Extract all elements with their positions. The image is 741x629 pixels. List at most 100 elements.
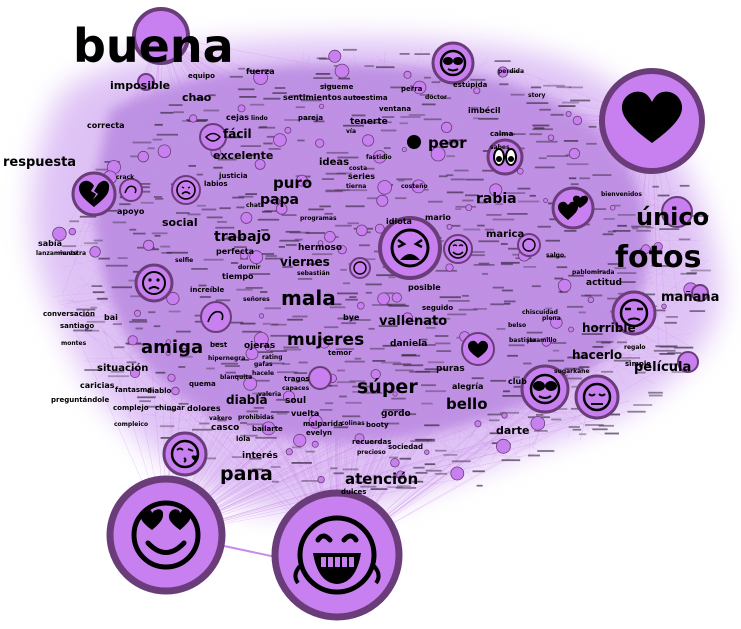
relieved-face-icon — [582, 382, 612, 412]
small-node — [495, 438, 511, 454]
illegible-label-mark — [503, 390, 510, 393]
small-node — [565, 111, 572, 118]
edge — [258, 351, 544, 414]
illegible-label-mark — [363, 258, 376, 261]
small-node — [661, 303, 667, 309]
illegible-label-mark — [607, 297, 621, 300]
illegible-label-mark — [277, 371, 298, 374]
small-node — [377, 180, 393, 195]
illegible-label-mark — [230, 262, 239, 264]
word-selfie: selfie — [175, 257, 193, 264]
illegible-label-mark — [245, 287, 263, 289]
edge — [165, 102, 551, 536]
edge — [237, 314, 535, 406]
edge — [245, 138, 262, 169]
flexed-biceps-icon — [207, 310, 224, 323]
illegible-label-mark — [653, 349, 676, 352]
small-node — [68, 227, 76, 236]
small-node — [261, 421, 276, 436]
illegible-label-mark — [434, 335, 449, 337]
illegible-label-mark — [568, 177, 577, 180]
edge — [349, 236, 484, 471]
illegible-label-mark — [567, 356, 588, 359]
illegible-label-mark — [455, 208, 462, 210]
illegible-label-mark — [234, 375, 253, 377]
edge — [165, 166, 635, 536]
illegible-label-mark — [262, 210, 272, 213]
illegible-label-mark — [313, 77, 333, 79]
word-malparida: malparida — [303, 420, 343, 428]
edge — [73, 259, 280, 370]
illegible-label-mark — [592, 428, 608, 431]
illegible-label-mark — [665, 363, 681, 366]
illegible-label-mark — [530, 86, 542, 89]
illegible-label-mark — [222, 136, 243, 139]
edge — [178, 96, 445, 411]
edge — [259, 303, 445, 418]
edge — [405, 48, 423, 96]
illegible-label-mark — [426, 327, 436, 329]
illegible-label-mark — [342, 468, 359, 471]
edge — [117, 133, 460, 315]
edge — [301, 213, 611, 443]
edge — [229, 95, 251, 272]
small-node — [587, 296, 594, 303]
illegible-label-mark — [398, 179, 405, 182]
illegible-label-mark — [335, 348, 354, 350]
illegible-label-mark — [581, 294, 592, 297]
edge — [239, 289, 378, 373]
illegible-label-mark — [91, 285, 103, 287]
illegible-label-mark — [690, 269, 711, 272]
illegible-label-mark — [298, 361, 308, 364]
illegible-label-mark — [395, 197, 407, 200]
background-word-labels — [62, 48, 711, 493]
illegible-label-mark — [388, 276, 396, 279]
illegible-label-mark — [384, 121, 392, 124]
edge — [253, 78, 323, 365]
edge — [585, 135, 628, 235]
word-perra: perra — [401, 85, 423, 93]
illegible-label-mark — [505, 192, 526, 194]
edge — [160, 35, 688, 346]
illegible-label-mark — [504, 71, 519, 73]
illegible-label-mark — [454, 169, 469, 172]
edge — [233, 290, 354, 426]
illegible-label-mark — [546, 155, 569, 157]
edge — [116, 270, 614, 324]
word-mujeres: mujeres — [287, 330, 364, 350]
edge — [261, 273, 290, 284]
edge — [323, 247, 411, 479]
edge — [465, 184, 678, 362]
small-node — [377, 292, 390, 306]
illegible-label-mark — [387, 486, 404, 489]
edge — [57, 285, 500, 302]
illegible-label-mark — [224, 365, 240, 367]
illegible-label-mark — [603, 218, 615, 220]
edge — [157, 140, 167, 536]
edge — [117, 181, 624, 336]
word-mala: mala — [281, 286, 336, 310]
illegible-label-mark — [236, 288, 253, 291]
word-vallenato: vallenato — [379, 314, 447, 329]
edge — [266, 120, 653, 285]
illegible-label-mark — [173, 111, 184, 114]
illegible-label-mark — [344, 360, 365, 363]
illegible-label-mark — [252, 253, 275, 255]
edge — [160, 35, 337, 184]
illegible-label-mark — [551, 418, 562, 421]
illegible-label-mark — [315, 73, 331, 75]
illegible-label-mark — [592, 174, 612, 176]
illegible-label-mark — [368, 327, 375, 330]
edge — [256, 234, 492, 320]
small-ring-node-3 — [677, 351, 699, 373]
illegible-label-mark — [354, 96, 364, 99]
edge — [361, 196, 520, 337]
illegible-label-mark — [478, 117, 499, 120]
edge — [441, 124, 641, 374]
edge — [106, 286, 517, 434]
word-equipo: equipo — [188, 72, 215, 80]
illegible-label-mark — [297, 139, 305, 142]
illegible-label-mark — [267, 362, 285, 365]
see-no-evil-monkey-icon — [439, 49, 467, 77]
small-node — [568, 148, 581, 160]
